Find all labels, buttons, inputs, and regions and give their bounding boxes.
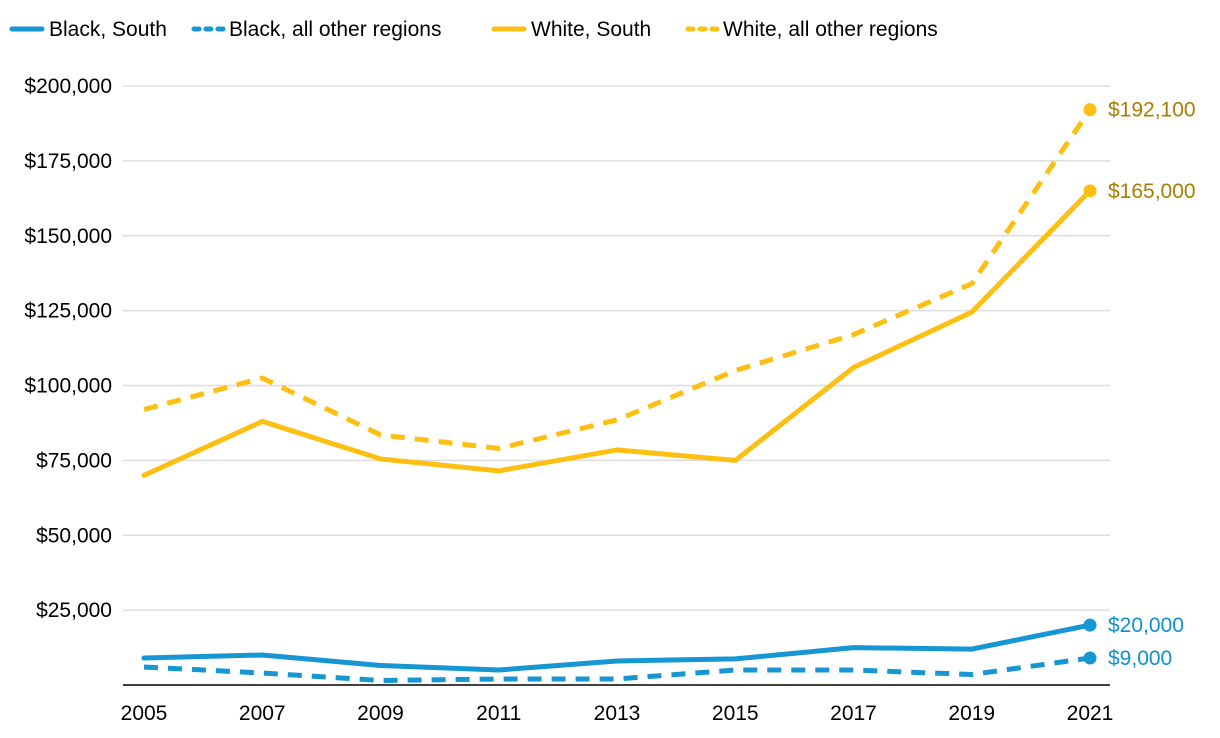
end-label-black-south: $20,000 [1108,614,1184,637]
x-tick-label: 2017 [830,702,877,725]
y-tick-label: $75,000 [36,449,112,472]
x-tick-label: 2013 [594,702,641,725]
legend-item-white-all-other-regions: White, all other regions [685,18,938,41]
series-lines [141,108,1093,683]
end-label-white-south: $165,000 [1108,180,1196,203]
x-axis-tick-labels: 2005 2007 2009 2011 2013 2015 2017 2019 2021 [121,702,1114,725]
x-tick-label: 2009 [357,702,404,725]
legend-item-black-all-other-regions: Black, all other regions [191,18,441,41]
x-tick-label: 2015 [712,702,759,725]
x-tick-label: 2019 [948,702,995,725]
legend-label: Black, South [49,18,167,41]
series-line-white-south [141,188,1093,478]
y-tick-label: $50,000 [36,524,112,547]
x-tick-label: 2007 [239,702,286,725]
y-tick-label: $150,000 [24,225,112,248]
y-tick-label: $100,000 [24,375,112,398]
x-tick-label: 2011 [476,702,521,725]
end-label-black-all-other-regions: $9,000 [1108,647,1172,670]
end-marker-black-all-other-regions [1083,651,1097,665]
end-label-white-all-other-regions: $192,100 [1108,99,1196,122]
y-tick-label: $200,000 [24,75,112,98]
y-gridlines [123,85,1110,611]
end-marker-black-south [1083,618,1097,632]
end-marker-white-all-other-regions [1083,103,1097,117]
y-tick-label: $125,000 [24,300,112,323]
end-marker-white-south [1083,184,1097,198]
legend-item-black-south: Black, South [9,18,167,41]
end-point-markers [1083,103,1097,665]
y-axis-tick-labels: $25,000 $50,000 $75,000 $100,000 $125,000 $15… [24,75,112,622]
legend-label: White, South [531,18,651,41]
series-line-black-all-other-regions [143,655,1091,683]
y-tick-label: $175,000 [24,150,112,173]
y-tick-label: $25,000 [36,599,112,622]
chart-legend: Black, South Black, all other regions Whit… [9,18,938,41]
series-line-black-south [141,622,1093,673]
x-tick-label: 2005 [121,702,168,725]
legend-label: Black, all other regions [229,18,441,41]
legend-item-white-south: White, South [491,18,651,41]
end-value-labels: $20,000 $9,000 $165,000 $192,100 [1108,99,1196,670]
x-tick-label: 2021 [1067,702,1114,725]
legend-label: White, all other regions [723,18,938,41]
